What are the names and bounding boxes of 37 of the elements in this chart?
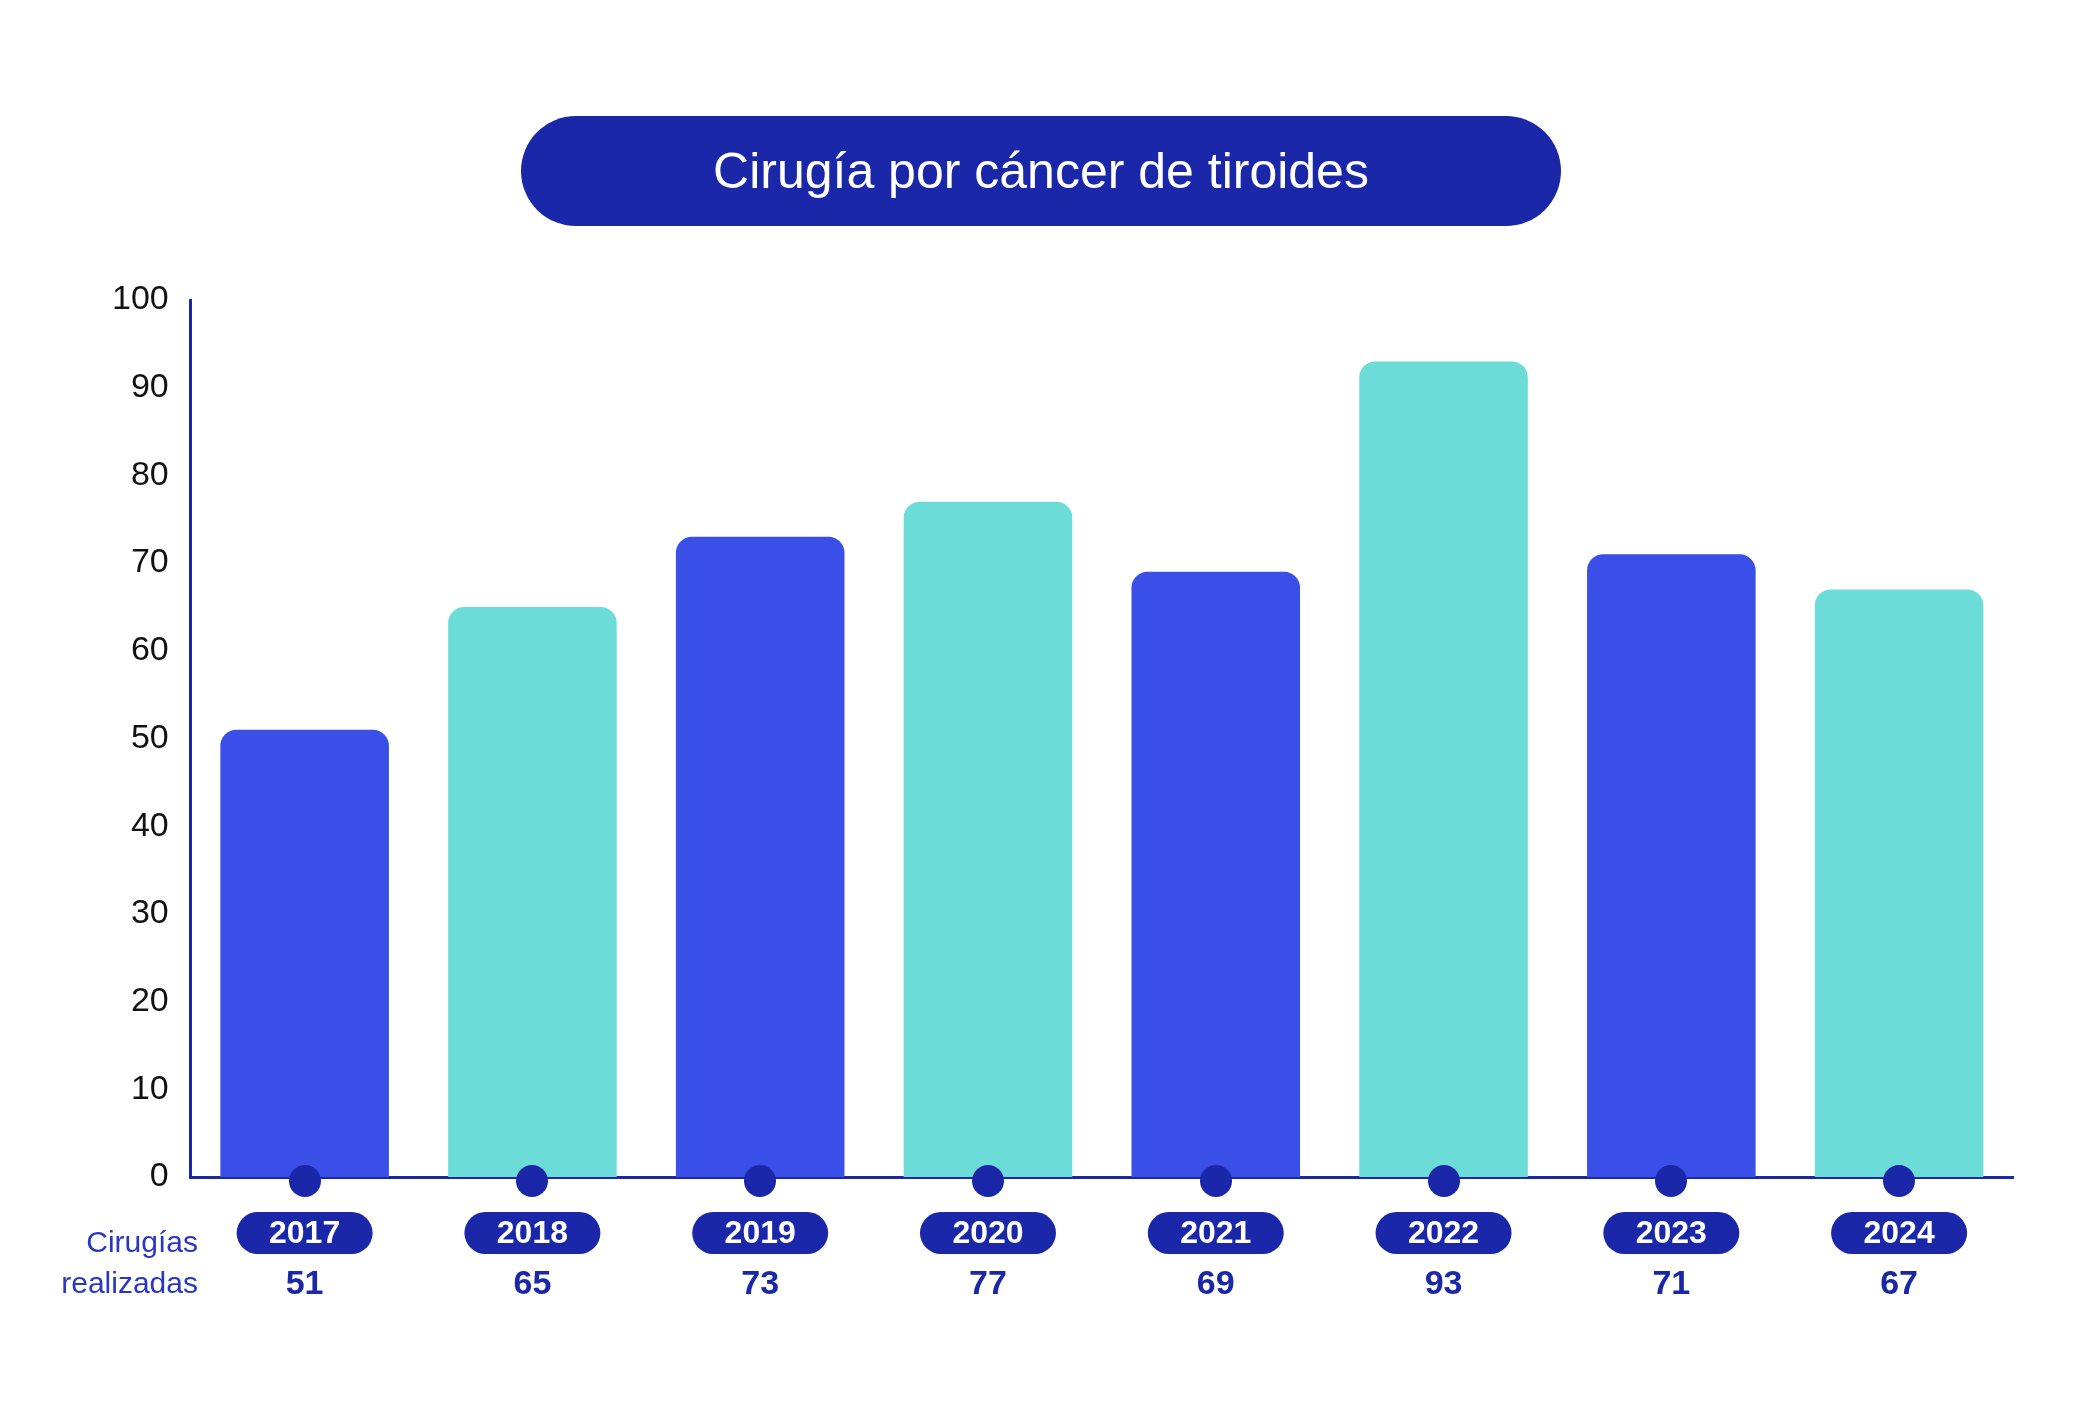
data-label: 71 bbox=[1652, 1263, 1691, 1302]
data-label: 67 bbox=[1880, 1263, 1919, 1302]
data-label: 51 bbox=[285, 1263, 324, 1302]
bar bbox=[903, 501, 1073, 1177]
data-label: 77 bbox=[969, 1263, 1007, 1302]
bar bbox=[448, 606, 617, 1177]
x-tick-label: 2023 bbox=[1635, 1213, 1707, 1250]
y-tick-label: 50 bbox=[130, 716, 169, 755]
x-tick-label: 2017 bbox=[269, 1213, 341, 1250]
data-label: 65 bbox=[513, 1263, 552, 1302]
bar bbox=[675, 536, 845, 1177]
data-label: 69 bbox=[1196, 1263, 1235, 1302]
y-tick-label: 10 bbox=[130, 1067, 169, 1106]
y-tick-label: 80 bbox=[130, 453, 169, 492]
bar bbox=[1359, 361, 1528, 1177]
y-tick-label: 60 bbox=[130, 629, 169, 668]
chart-title: Cirugía por cáncer de tiroides bbox=[521, 116, 1561, 226]
x-tick-label: 2020 bbox=[952, 1213, 1024, 1250]
y-tick-label: 30 bbox=[130, 892, 169, 931]
x-tick-label: 2024 bbox=[1863, 1213, 1935, 1250]
y-tick-label: 90 bbox=[130, 366, 169, 405]
x-tick-label: 2018 bbox=[496, 1213, 568, 1250]
bar bbox=[1814, 589, 1984, 1177]
data-label: 73 bbox=[741, 1263, 780, 1302]
x-tick-label: 2021 bbox=[1180, 1213, 1252, 1250]
y-tick-label: 0 bbox=[149, 1155, 169, 1194]
x-tick-label: 2019 bbox=[724, 1213, 796, 1250]
bar bbox=[1131, 571, 1301, 1177]
bar bbox=[220, 729, 389, 1177]
y-tick-label: 100 bbox=[111, 278, 169, 317]
data-label: 93 bbox=[1424, 1263, 1463, 1302]
bar bbox=[1587, 554, 1756, 1177]
text: Cirugías realizadas bbox=[61, 1225, 198, 1300]
y-tick-label: 40 bbox=[130, 804, 169, 843]
y-tick-label: 70 bbox=[130, 541, 169, 580]
y-tick-label: 20 bbox=[130, 979, 169, 1018]
x-tick-label: 2022 bbox=[1407, 1213, 1480, 1250]
